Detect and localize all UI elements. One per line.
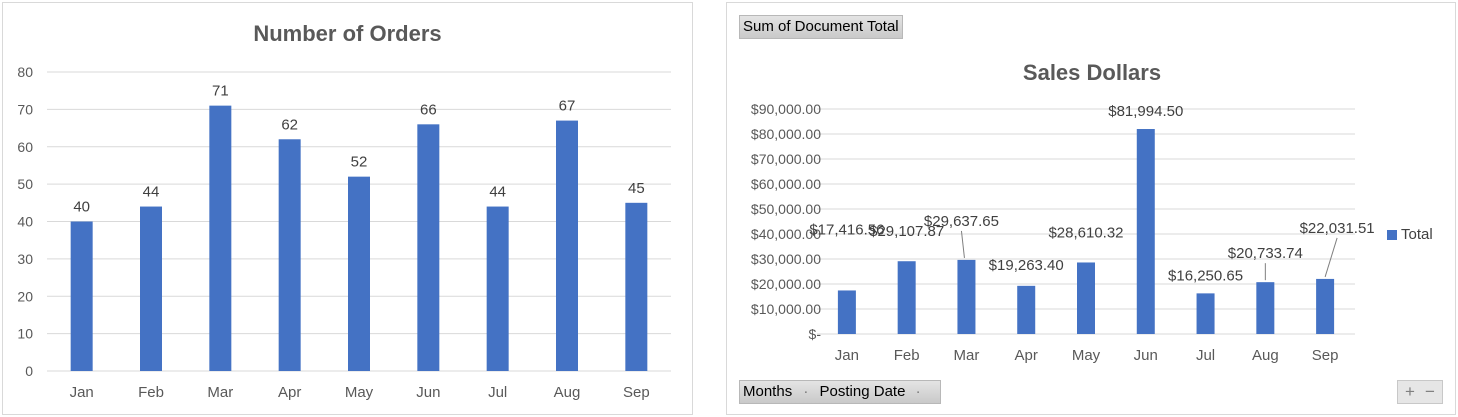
x-tick-label: Feb <box>138 384 164 401</box>
x-tick-label: May <box>345 384 374 401</box>
sales-chart-panel[interactable]: Sum of Document Total Sales Dollars $- $1… <box>726 2 1456 415</box>
x-tick-label: Jul <box>488 384 507 401</box>
x-tick-label: Mar <box>207 384 233 401</box>
data-label: 44 <box>143 184 160 201</box>
sales-chart: $- $10,000.00 $20,000.00 $30,000.00 $40,000.… <box>751 101 1375 364</box>
x-tick-label: Apr <box>1015 347 1038 364</box>
data-label: $20,733.74 <box>1228 245 1303 262</box>
data-label: 62 <box>281 116 298 133</box>
x-tick-label: Feb <box>894 347 920 364</box>
y-tick-label: $20,000.00 <box>751 276 821 292</box>
bar <box>348 176 370 371</box>
y-tick-label: $30,000.00 <box>751 251 821 267</box>
x-tick-label: Jan <box>835 347 859 364</box>
data-label: 40 <box>73 199 90 216</box>
data-label: 71 <box>212 83 229 100</box>
x-tick-label: Jan <box>70 384 94 401</box>
x-tick-label: Sep <box>623 384 650 401</box>
x-tick-label: Apr <box>278 384 301 401</box>
bar <box>1316 278 1335 334</box>
y-tick-label: $90,000.00 <box>751 101 821 117</box>
expand-field-button[interactable]: + <box>1405 382 1415 401</box>
y-tick-label: 70 <box>17 101 33 117</box>
bar <box>486 206 509 371</box>
value-field-button[interactable]: Sum of Document Total <box>739 15 903 39</box>
data-label: 52 <box>351 154 368 171</box>
x-tick-label: Aug <box>554 384 581 401</box>
y-tick-label: $60,000.00 <box>751 176 821 192</box>
orders-chart-panel[interactable]: Number of Orders 0 10 20 30 40 50 60 70 80 Jan 40 F… <box>2 2 693 415</box>
bar <box>209 105 232 371</box>
data-label: $19,263.40 <box>989 257 1064 274</box>
leader-line <box>1324 237 1338 278</box>
y-tick-label: 30 <box>17 251 33 267</box>
y-tick-label: 0 <box>25 363 33 379</box>
x-tick-label: Mar <box>954 347 980 364</box>
bar <box>1196 293 1215 334</box>
y-tick-label: $- <box>809 326 822 342</box>
data-label: 67 <box>559 98 576 115</box>
data-label: $29,107.87 <box>869 223 944 240</box>
bar <box>1017 285 1036 334</box>
bar <box>70 221 93 371</box>
y-tick-label: 40 <box>17 214 33 230</box>
months-field-button[interactable]: Months <box>743 383 793 400</box>
data-label: $22,031.51 <box>1300 220 1375 237</box>
x-tick-label: May <box>1072 347 1101 364</box>
legend-label: Total <box>1401 226 1433 243</box>
field-separator: · <box>803 383 809 400</box>
data-label: 45 <box>628 180 645 197</box>
data-label: 66 <box>420 101 437 118</box>
data-label: $28,610.32 <box>1048 224 1123 241</box>
x-tick-label: Aug <box>1252 347 1279 364</box>
data-label: 44 <box>489 184 506 201</box>
data-label: $17,416.56 <box>809 221 884 238</box>
legend-swatch <box>1387 230 1397 241</box>
data-label: $29,637.65 <box>924 213 999 230</box>
x-tick-label: Jun <box>1134 347 1158 364</box>
bar <box>837 290 856 334</box>
leader-line <box>960 230 965 258</box>
y-tick-label: $10,000.00 <box>751 301 821 317</box>
x-tick-label: Sep <box>1312 347 1339 364</box>
orders-chart: 0 10 20 30 40 50 60 70 80 Jan 40 Feb 44 Mar 71 Apr 62 May… <box>17 64 671 401</box>
bar <box>1256 282 1275 334</box>
bar <box>556 120 578 372</box>
y-tick-label: $80,000.00 <box>751 126 821 142</box>
y-tick-label: $40,000.00 <box>751 226 821 242</box>
y-tick-label: $50,000.00 <box>751 201 821 217</box>
y-tick-label: 80 <box>17 64 33 80</box>
y-tick-label: 10 <box>17 326 33 342</box>
chart-title: Sales Dollars <box>1022 60 1162 85</box>
field-separator: · <box>915 383 921 400</box>
bar <box>417 124 440 371</box>
bar <box>897 261 916 334</box>
legend[interactable]: Total <box>1387 226 1433 243</box>
data-label: $16,250.65 <box>1168 267 1243 284</box>
chart-title: Number of Orders <box>253 21 442 46</box>
bar <box>278 139 301 371</box>
data-label: $81,994.50 <box>1108 103 1183 120</box>
y-tick-label: 50 <box>17 176 33 192</box>
expand-collapse-buttons: + − <box>1397 380 1443 404</box>
collapse-field-button[interactable]: − <box>1425 382 1435 401</box>
bar <box>1136 129 1155 334</box>
posting-date-field-button[interactable]: Posting Date <box>819 383 906 400</box>
bar <box>140 206 162 371</box>
bar <box>625 202 648 371</box>
x-tick-label: Jun <box>416 384 440 401</box>
row-field-bar: Months · Posting Date · <box>739 380 941 404</box>
bar <box>1077 262 1095 334</box>
y-tick-label: 20 <box>17 288 33 304</box>
bar <box>957 259 976 334</box>
y-tick-label: 60 <box>17 139 33 155</box>
y-tick-label: $70,000.00 <box>751 151 821 167</box>
x-tick-label: Jul <box>1196 347 1215 364</box>
